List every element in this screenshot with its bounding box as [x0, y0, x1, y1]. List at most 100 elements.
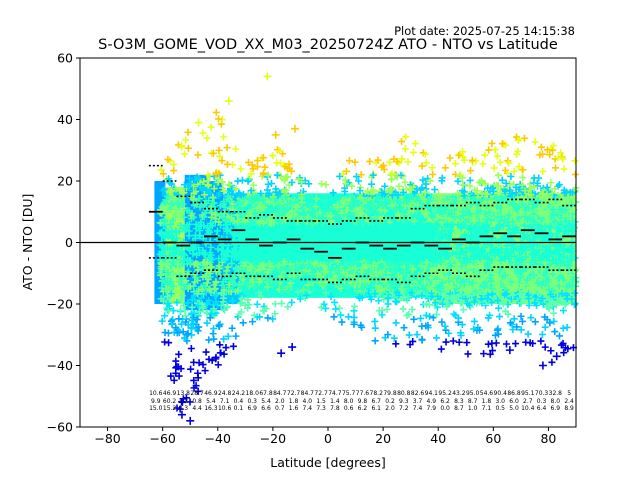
data-point	[381, 230, 389, 238]
data-point	[404, 263, 412, 271]
data-point	[409, 207, 417, 215]
x-tick-label: 40	[430, 431, 446, 446]
data-point	[538, 330, 546, 338]
data-point	[330, 313, 338, 321]
data-point	[504, 310, 512, 318]
data-point	[212, 267, 220, 275]
data-point	[382, 271, 390, 279]
data-point	[253, 163, 261, 171]
data-point	[433, 229, 441, 237]
data-point	[447, 293, 455, 301]
data-point	[279, 288, 287, 296]
data-point	[488, 285, 496, 293]
data-point	[459, 208, 467, 216]
data-point	[505, 265, 513, 273]
data-point	[446, 154, 454, 162]
data-point	[456, 172, 464, 180]
data-point	[473, 275, 481, 283]
data-point	[488, 339, 496, 347]
data-point	[228, 253, 236, 261]
data-point	[384, 258, 392, 266]
stat-label: 24.8	[218, 390, 232, 397]
stat-label: 4.0	[303, 398, 313, 405]
data-point	[496, 288, 504, 296]
data-point	[194, 374, 202, 382]
data-point	[323, 218, 331, 226]
data-point	[453, 261, 461, 269]
data-point	[176, 306, 184, 314]
data-point	[243, 281, 251, 289]
data-point	[232, 185, 240, 193]
data-point	[417, 262, 425, 270]
data-point	[214, 245, 222, 253]
data-point	[216, 341, 224, 349]
data-point	[160, 216, 168, 224]
data-point	[220, 350, 228, 358]
data-point	[229, 285, 237, 293]
data-point	[220, 286, 228, 294]
data-point	[380, 166, 388, 174]
data-point	[548, 280, 556, 288]
data-point	[418, 335, 426, 343]
data-point	[405, 220, 413, 228]
data-point	[208, 209, 216, 217]
data-point	[189, 195, 197, 203]
data-point	[169, 216, 177, 224]
data-point	[288, 243, 296, 251]
data-point	[505, 284, 513, 292]
data-point	[229, 297, 237, 305]
data-point	[184, 299, 192, 307]
data-point	[516, 274, 524, 282]
data-point	[312, 234, 320, 242]
data-point	[203, 177, 211, 185]
data-point	[399, 294, 407, 302]
data-point	[274, 277, 282, 285]
data-point	[178, 292, 186, 300]
data-point	[343, 271, 351, 279]
chart-title: S-O3M_GOME_VOD_XX_M03_20250724Z ATO - NT…	[98, 37, 558, 53]
data-point	[554, 259, 562, 267]
data-point	[559, 324, 567, 332]
data-point	[203, 134, 211, 142]
data-point	[284, 200, 292, 208]
data-point	[538, 266, 546, 274]
data-point	[208, 222, 216, 230]
data-point	[226, 197, 234, 205]
data-point	[378, 262, 386, 270]
data-point	[167, 278, 175, 286]
data-point	[198, 300, 206, 308]
data-point	[485, 146, 493, 154]
data-point	[275, 286, 283, 293]
stat-label: 28.7	[190, 390, 204, 397]
data-point	[554, 223, 562, 231]
data-point	[209, 149, 217, 157]
data-point	[545, 303, 553, 311]
data-point	[377, 268, 385, 276]
data-point	[185, 227, 193, 235]
data-point	[397, 259, 405, 267]
data-point	[448, 276, 456, 284]
data-point	[331, 276, 339, 284]
data-point	[401, 202, 409, 210]
data-point	[467, 231, 475, 239]
stat-label: 3.7	[413, 398, 423, 405]
data-point	[449, 193, 457, 201]
data-point	[306, 203, 314, 211]
data-point	[553, 294, 561, 302]
data-point	[210, 305, 218, 313]
data-point	[496, 158, 504, 166]
data-point	[457, 331, 465, 339]
stat-label: 46.9	[204, 390, 218, 397]
data-point	[223, 160, 231, 168]
data-point	[316, 224, 324, 232]
data-point	[215, 115, 223, 123]
stat-label: 15.2	[163, 405, 177, 412]
data-point	[393, 158, 401, 166]
data-point	[529, 233, 537, 241]
data-point	[435, 190, 443, 198]
data-point	[484, 314, 492, 322]
data-point	[494, 213, 502, 221]
data-point	[503, 340, 511, 348]
data-point	[157, 295, 165, 303]
data-point	[364, 209, 372, 217]
